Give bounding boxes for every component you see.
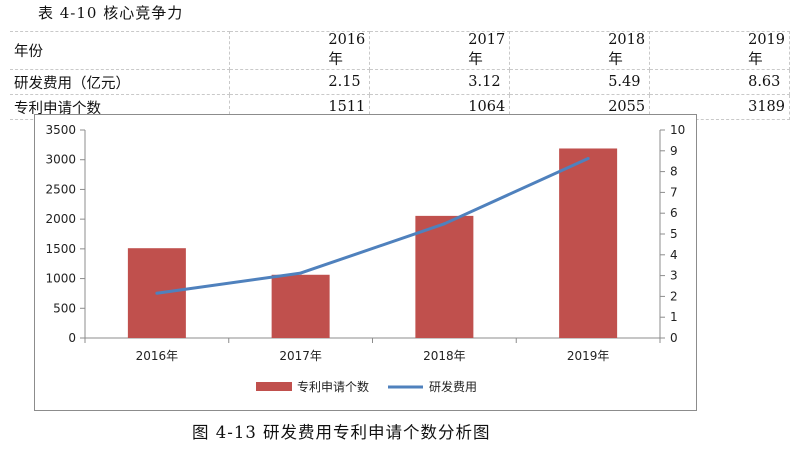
bar-patent-2019年 bbox=[559, 148, 618, 338]
table-cell: 2.15 bbox=[229, 69, 371, 95]
right-tick-label: 5 bbox=[670, 227, 678, 241]
left-tick-label: 2500 bbox=[45, 182, 76, 196]
point-rd-expense-2018年 bbox=[442, 222, 446, 226]
bar-patent-2017年 bbox=[271, 274, 330, 338]
right-tick-label: 10 bbox=[670, 123, 685, 137]
combo-chart: 0 500 1000 1500 2000 2500 3000 3500 0 1 2 3 4 5 6 7 8 9 10… bbox=[45, 123, 685, 394]
right-tick-label: 3 bbox=[670, 269, 678, 283]
point-rd-expense-2017年 bbox=[299, 271, 303, 275]
right-tick-label: 9 bbox=[670, 144, 678, 158]
right-tick-label: 6 bbox=[670, 206, 678, 220]
chart-frame: 0 500 1000 1500 2000 2500 3000 3500 0 1 2 3 4 5 6 7 8 9 10… bbox=[34, 114, 697, 411]
x-tick-label: 2018年 bbox=[423, 349, 466, 363]
right-tick-label: 7 bbox=[670, 185, 678, 199]
data-table: 年份 2016年 2017年 2018年 2019年 研发费用（亿元） 2.15 3.12 5.… bbox=[10, 31, 790, 120]
table-title: 表 4-10 核心竞争力 bbox=[38, 4, 184, 22]
table-cell: 2019年 bbox=[649, 31, 790, 70]
right-tick-label: 2 bbox=[670, 289, 678, 303]
left-tick-label: 1000 bbox=[45, 272, 76, 286]
table-row: 年份 2016年 2017年 2018年 2019年 bbox=[10, 31, 790, 70]
x-tick-label: 2016年 bbox=[136, 349, 179, 363]
left-tick-label: 3500 bbox=[45, 123, 76, 137]
legend-label-patent: 专利申请个数 bbox=[297, 379, 369, 394]
table-cell: 8.63 bbox=[649, 69, 790, 95]
left-tick-label: 500 bbox=[53, 301, 76, 315]
legend-swatch-patent bbox=[256, 382, 292, 391]
right-tick-label: 0 bbox=[670, 331, 678, 345]
table-cell: 5.49 bbox=[509, 69, 651, 95]
table-cell: 2018年 bbox=[509, 31, 651, 70]
table-row: 研发费用（亿元） 2.15 3.12 5.49 8.63 bbox=[10, 69, 790, 95]
left-tick-label: 0 bbox=[68, 331, 76, 345]
right-tick-label: 1 bbox=[670, 310, 678, 324]
point-rd-expense-2016年 bbox=[155, 291, 159, 295]
bar-patent-2018年 bbox=[415, 215, 474, 338]
figure-caption: 图 4-13 研发费用专利申请个数分析图 bbox=[192, 423, 491, 442]
point-rd-expense-2019年 bbox=[586, 156, 590, 160]
left-tick-label: 2000 bbox=[45, 212, 76, 226]
x-tick-label: 2019年 bbox=[567, 349, 610, 363]
row-header-cell: 年份 bbox=[10, 31, 231, 70]
legend-label-rd-expense: 研发费用 bbox=[429, 379, 477, 394]
row-header-cell: 研发费用（亿元） bbox=[10, 69, 231, 95]
table-cell: 2016年 bbox=[229, 31, 371, 70]
table-cell: 3.12 bbox=[369, 69, 511, 95]
x-tick-label: 2017年 bbox=[279, 349, 322, 363]
left-tick-label: 3000 bbox=[45, 153, 76, 167]
right-tick-label: 8 bbox=[670, 165, 678, 179]
right-tick-label: 4 bbox=[670, 248, 678, 262]
left-tick-label: 1500 bbox=[45, 242, 76, 256]
table-cell: 2017年 bbox=[369, 31, 511, 70]
line-rd-expense bbox=[156, 157, 589, 295]
